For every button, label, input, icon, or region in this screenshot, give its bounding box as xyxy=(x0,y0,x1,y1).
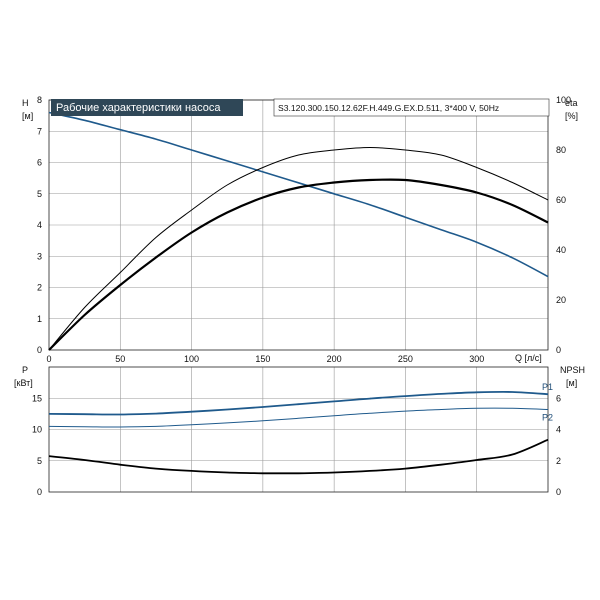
bottom-y-right-tick-2: 4 xyxy=(556,425,561,435)
y-right-label-bottom-line1: NPSH xyxy=(560,365,585,375)
top-series-2-line xyxy=(48,178,549,351)
top-y-left-tick-4: 4 xyxy=(37,220,42,230)
bottom-series-p2-line xyxy=(48,407,549,428)
top-y-left-tick-7: 7 xyxy=(37,126,42,136)
top-x-tick-6: 300 xyxy=(469,354,484,364)
top-x-tick-1: 50 xyxy=(115,354,125,364)
y-left-label-top-line1: H xyxy=(22,98,29,108)
top-x-tick-4: 200 xyxy=(327,354,342,364)
bottom-series-2-line xyxy=(48,438,549,475)
bottom-y-left-tick-2: 10 xyxy=(32,425,42,435)
top-y-right-tick-3: 60 xyxy=(556,195,566,205)
top-y-left-tick-5: 5 xyxy=(37,189,42,199)
bottom-tick-labels: 0 5 10 15 0 2 4 6 xyxy=(32,393,561,497)
top-y-left-tick-3: 3 xyxy=(37,251,42,261)
top-x-tick-0: 0 xyxy=(46,354,51,364)
bottom-y-right-tick-0: 0 xyxy=(556,487,561,497)
top-series-group xyxy=(48,111,549,351)
y-left-label-bottom-line1: P xyxy=(22,365,28,375)
y-left-label-top-line2: [м] xyxy=(22,111,33,121)
top-grid xyxy=(49,99,548,350)
model-string: S3.120.300.150.12.62F.H.449.G.EX.D.511, … xyxy=(278,103,499,113)
top-y-left-tick-6: 6 xyxy=(37,158,42,168)
bottom-y-right-tick-3: 6 xyxy=(556,393,561,403)
y-right-label-top-line2: [%] xyxy=(565,111,578,121)
y-left-label-bottom-line2: [кВт] xyxy=(14,378,33,388)
top-series-0-line xyxy=(48,111,549,278)
bottom-series-p1-line xyxy=(48,390,549,416)
model-string-box xyxy=(273,98,550,117)
top-series-1-line xyxy=(48,146,549,351)
top-y-right-tick-1: 20 xyxy=(556,295,566,305)
bottom-plot-frame xyxy=(48,366,549,493)
chart-title: Рабочие характеристики насоса xyxy=(56,102,221,114)
top-y-left-tick-2: 2 xyxy=(37,283,42,293)
bottom-grid xyxy=(49,367,548,492)
x-axis-label: Q [л/с] xyxy=(515,353,542,363)
top-y-left-tick-0: 0 xyxy=(37,345,42,355)
top-y-left-tick-1: 1 xyxy=(37,314,42,324)
bottom-y-left-tick-0: 0 xyxy=(37,487,42,497)
chart-title-box xyxy=(51,99,243,116)
top-y-right-tick-2: 40 xyxy=(556,245,566,255)
top-x-tick-3: 150 xyxy=(255,354,270,364)
y-right-label-bottom-line2: [м] xyxy=(566,378,577,388)
top-y-right-tick-5: 100 xyxy=(556,95,571,105)
bottom-y-left-tick-3: 15 xyxy=(32,393,42,403)
y-right-label-top-line1: eta xyxy=(565,98,578,108)
top-x-tick-2: 100 xyxy=(184,354,199,364)
top-y-left-tick-8: 8 xyxy=(37,95,42,105)
bottom-y-left-tick-1: 5 xyxy=(37,456,42,466)
bottom-series-p2-label: P2 xyxy=(542,413,553,423)
top-x-tick-5: 250 xyxy=(398,354,413,364)
top-y-right-tick-0: 0 xyxy=(556,345,561,355)
bottom-y-right-tick-1: 2 xyxy=(556,456,561,466)
top-y-right-tick-4: 80 xyxy=(556,145,566,155)
bottom-series-p1-label: P1 xyxy=(542,382,553,392)
bottom-series-group: P1 P2 xyxy=(48,382,553,475)
